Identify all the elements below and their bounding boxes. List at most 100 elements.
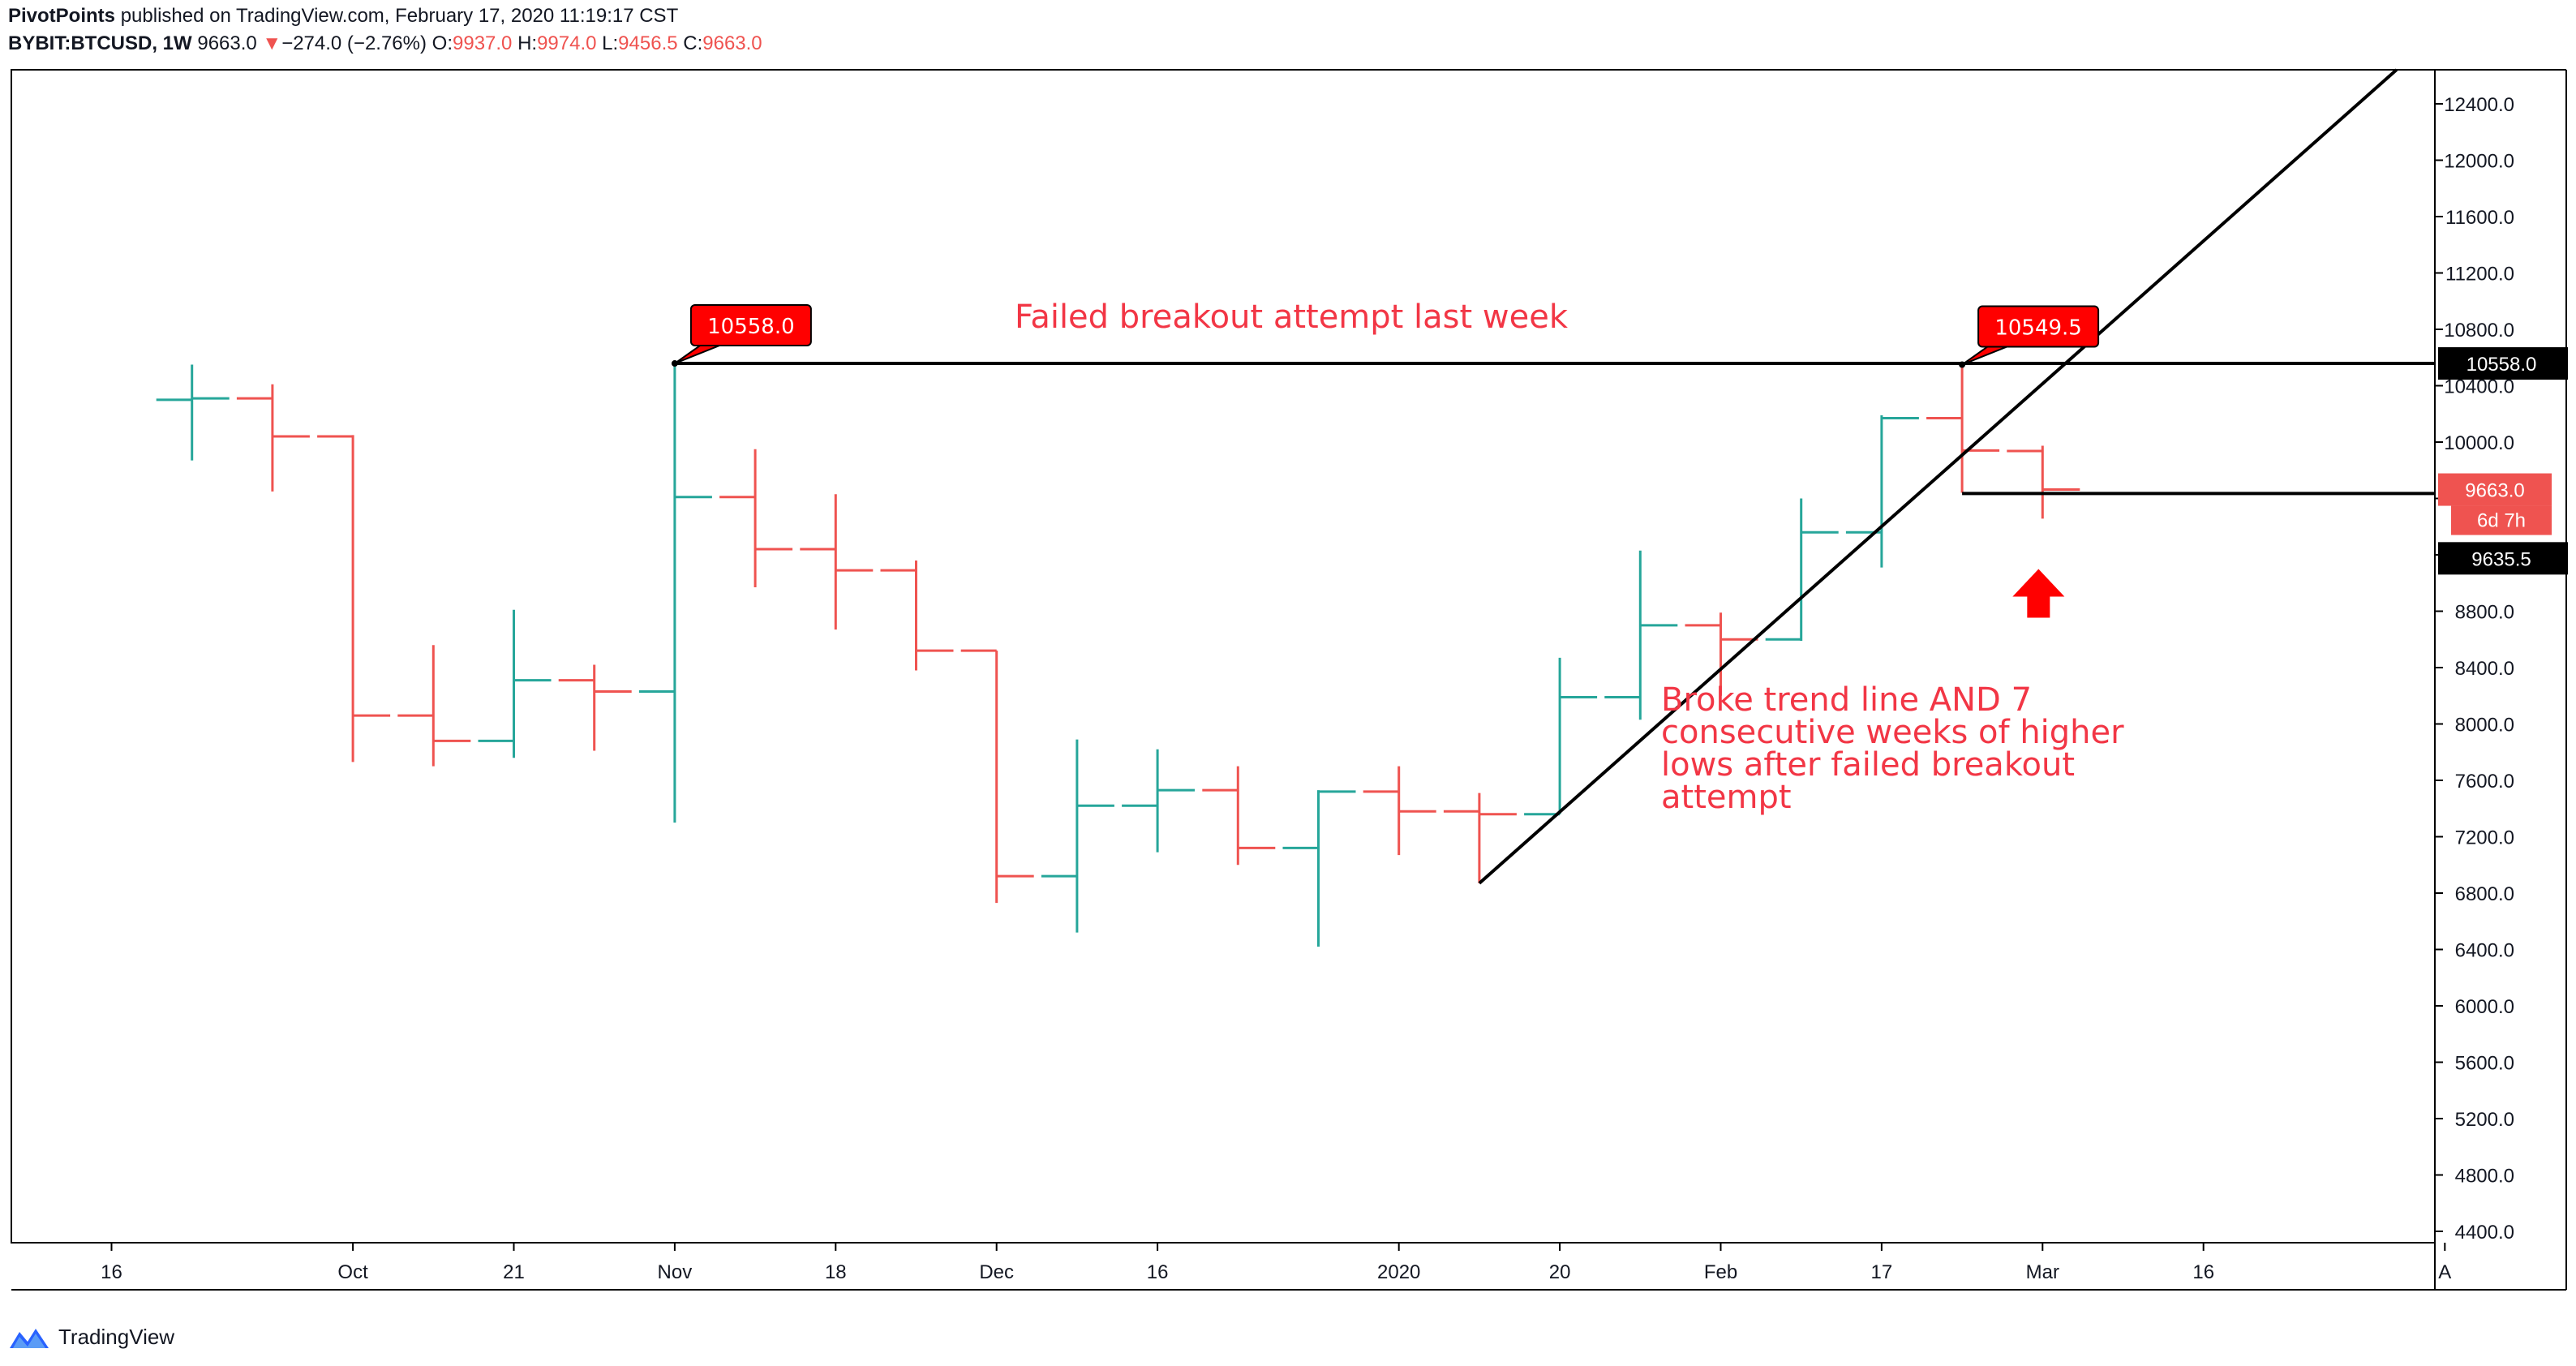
x-tick-label: 20 — [1549, 1261, 1571, 1283]
tradingview-logo-icon — [10, 1329, 49, 1348]
ohlc-bar — [2007, 445, 2080, 519]
y-tick-label: 11200.0 — [2445, 264, 2514, 286]
y-tick-label: 7600.0 — [2455, 771, 2514, 793]
tradingview-branding[interactable]: TradingView — [8, 1322, 174, 1351]
low-label: L: — [602, 32, 619, 54]
price-axis[interactable]: 4400.0 4800.0 5200.0 5600.0 6000.0 6400.0 6800… — [2435, 94, 2568, 1244]
price-label-box — [2438, 347, 2568, 380]
callout-label: 10549.5 — [1994, 316, 2082, 341]
price-label: 9635.5 — [2438, 542, 2568, 575]
ohlc-bar — [1443, 793, 1517, 883]
ohlc-bar — [638, 363, 712, 823]
y-tick-label: 5200.0 — [2455, 1109, 2514, 1131]
y-tick-label: 10000.0 — [2444, 432, 2514, 454]
y-tick-label: 6400.0 — [2455, 940, 2514, 962]
price-label-text: 9663.0 — [2465, 480, 2524, 502]
annotation-line: consecutive weeks of higher — [1661, 714, 2124, 751]
callout-pointer — [1961, 344, 2011, 366]
symbol-name[interactable]: BYBIT:BTCUSD, 1W — [8, 32, 192, 54]
y-tick-label: 11600.0 — [2445, 207, 2514, 229]
countdown-box — [2451, 505, 2552, 535]
price-label-box — [2438, 542, 2568, 575]
high-value: 9974.0 — [537, 32, 597, 54]
callout-label: 10558.0 — [707, 315, 795, 339]
open-label: O: — [431, 32, 453, 54]
ohlc-bar — [719, 449, 793, 587]
ohlc-bar — [317, 435, 391, 762]
price-label: 10558.0 — [2438, 347, 2568, 380]
price-callout: 10549.5 — [1959, 305, 2100, 368]
x-tick-label: 2020 — [1377, 1261, 1420, 1283]
callout-box — [1977, 305, 2100, 348]
x-tick-label: Dec — [979, 1261, 1014, 1283]
ohlc-bar — [1202, 766, 1276, 866]
published-info: published on TradingView.com, February 1… — [120, 5, 679, 27]
symbol-legend: BYBIT:BTCUSD, 1W 9663.0 ▼−274.0 (−2.76%)… — [8, 32, 762, 55]
annotation-failed-breakout: Failed breakout attempt last week — [1015, 299, 1569, 336]
high-label: H: — [517, 32, 538, 54]
change-down-icon: ▼ — [262, 32, 282, 54]
x-tick-label: 17 — [1871, 1261, 1893, 1283]
annotation-line: attempt — [1661, 779, 1792, 816]
annotation-line: lows after failed breakout — [1661, 746, 2075, 784]
annotation-broke-trendline: Broke trend line AND 7 consecutive weeks … — [1661, 681, 2124, 816]
price-callout: 10558.0 — [671, 304, 812, 367]
x-tick-label: A — [2438, 1261, 2451, 1283]
drawings: 10558.0 10549.5 — [671, 68, 2435, 885]
chart-frame — [11, 69, 2567, 1291]
ohlc-bar — [1604, 550, 1678, 720]
ohlc-bar — [800, 494, 874, 630]
y-tick-label: 8000.0 — [2455, 715, 2514, 737]
ohlc-bar — [558, 664, 632, 751]
y-tick-label: 6000.0 — [2455, 996, 2514, 1018]
ohlc-bar — [1765, 498, 1839, 641]
ohlc-bar — [397, 645, 471, 767]
y-tick-label: 8400.0 — [2455, 658, 2514, 680]
ohlc-bars — [156, 363, 2080, 947]
x-tick-label: 21 — [503, 1261, 525, 1283]
arrow-up-icon — [2012, 569, 2065, 618]
y-tick-label: 12400.0 — [2444, 94, 2514, 116]
open-value: 9937.0 — [453, 32, 513, 54]
ohlc-bar — [1122, 749, 1196, 853]
ohlc-bar — [1282, 790, 1356, 947]
brand-name: TradingView — [58, 1324, 175, 1349]
countdown-text: 6d 7h — [2477, 510, 2526, 532]
callout-pointer — [674, 343, 724, 364]
y-tick-label: 5600.0 — [2455, 1053, 2514, 1075]
ohlc-bar — [1524, 657, 1598, 816]
x-tick-label: Nov — [658, 1261, 693, 1283]
price-label: 9663.0 6d 7h — [2438, 473, 2552, 535]
y-tick-label: 4800.0 — [2455, 1166, 2514, 1188]
y-tick-label: 6800.0 — [2455, 883, 2514, 905]
y-tick-label: 7200.0 — [2455, 827, 2514, 849]
y-tick-label: 12000.0 — [2444, 151, 2514, 173]
author-name[interactable]: PivotPoints — [8, 5, 116, 27]
y-tick-label: 8800.0 — [2455, 602, 2514, 624]
ohlc-bar — [236, 384, 310, 492]
low-value: 9456.5 — [618, 32, 678, 54]
x-tick-label: Oct — [337, 1261, 368, 1283]
last-price: 9663.0 — [197, 32, 257, 54]
close-label: C: — [683, 32, 703, 54]
x-tick-label: Mar — [2026, 1261, 2059, 1283]
x-tick-label: 16 — [1147, 1261, 1169, 1283]
callout-anchor — [1959, 361, 1966, 368]
y-tick-label: 10800.0 — [2444, 320, 2514, 342]
ohlc-bar — [880, 560, 954, 671]
annotations: Failed breakout attempt last week Broke … — [1015, 299, 2124, 816]
ohlc-bar — [1363, 766, 1436, 856]
plot-border — [11, 69, 2436, 1244]
time-axis[interactable]: 16 Oct 21 Nov 18 Dec 16 2020 20 Feb 17 Mar 16 A — [101, 1243, 2451, 1283]
close-value: 9663.0 — [702, 32, 762, 54]
annotation-line: Broke trend line AND 7 — [1661, 681, 2032, 719]
price-label-box — [2438, 473, 2552, 506]
ohlc-bar — [1845, 415, 1919, 568]
y-tick-label: 4400.0 — [2455, 1222, 2514, 1244]
ohlc-bar — [478, 609, 552, 758]
callout-box — [689, 304, 812, 347]
ohlc-bar — [156, 364, 230, 461]
x-tick-label: Feb — [1704, 1261, 1737, 1283]
ohlc-bar — [1926, 364, 2000, 493]
